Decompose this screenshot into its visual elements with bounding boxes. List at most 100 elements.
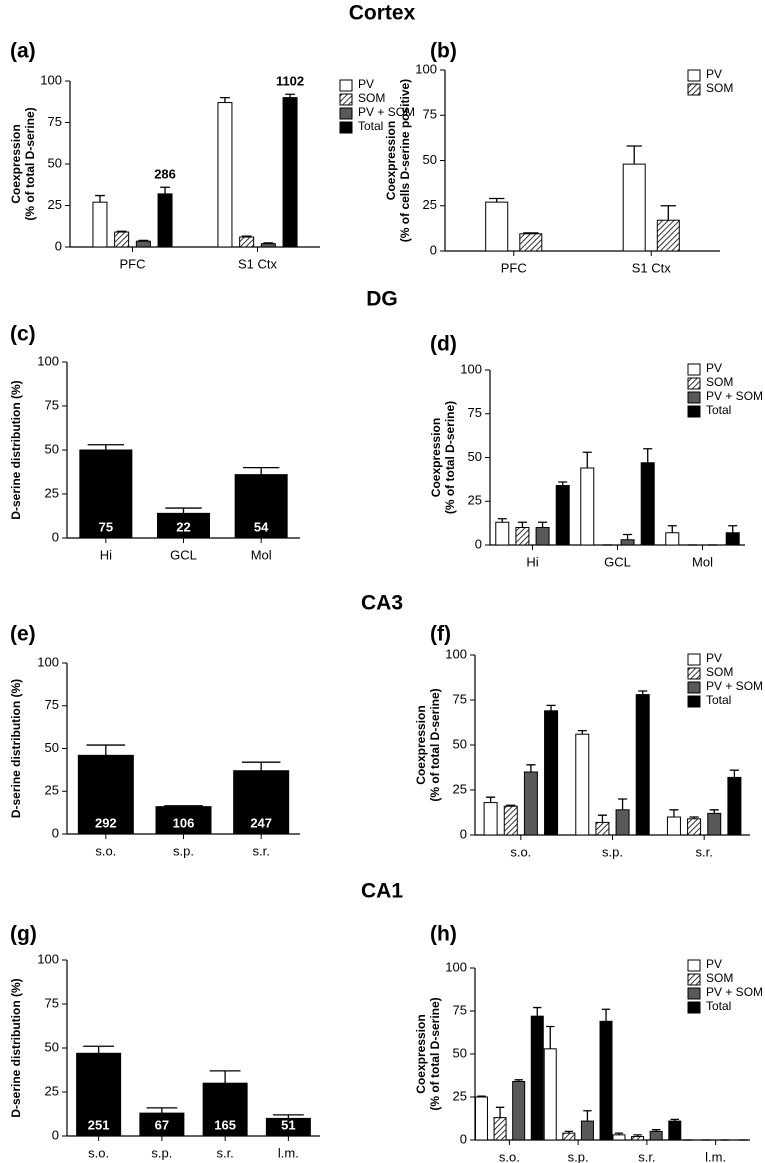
section-title: DG xyxy=(366,288,398,311)
x-tick-label: PFC xyxy=(120,256,146,271)
bar xyxy=(649,1130,663,1141)
y-axis-label: Coexpression xyxy=(429,418,443,497)
x-tick-label: Mol xyxy=(251,547,272,562)
legend-swatch xyxy=(339,107,353,120)
y-tick-label: 50 xyxy=(45,740,59,755)
bar xyxy=(157,512,210,539)
legend-swatch xyxy=(687,69,701,82)
legend-label: PV + SOM xyxy=(706,389,763,403)
error-bar xyxy=(728,525,738,533)
bar xyxy=(599,1020,613,1141)
y-tick-label: 100 xyxy=(445,959,467,974)
section-title: CA1 xyxy=(361,880,403,903)
legend-swatch xyxy=(687,681,701,694)
count-label: 51 xyxy=(281,1117,295,1132)
bar xyxy=(282,97,298,248)
error-bar xyxy=(486,796,496,803)
legend-swatch xyxy=(339,121,353,134)
x-tick-label: s.r. xyxy=(216,1145,233,1160)
legend-swatch xyxy=(687,1001,701,1014)
bar xyxy=(543,1048,557,1141)
x-tick-label: s.p. xyxy=(602,844,623,859)
y-tick-label: 0 xyxy=(460,826,467,841)
y-axis-label: (% of cells D-serine positive) xyxy=(398,79,412,242)
bar xyxy=(495,521,510,546)
bar xyxy=(234,474,288,539)
y-tick-label: 25 xyxy=(48,197,62,212)
error-bar xyxy=(597,814,607,823)
y-tick-label: 100 xyxy=(415,61,437,76)
error-bar xyxy=(146,1107,178,1114)
bar xyxy=(155,806,212,835)
section-title: Cortex xyxy=(349,2,416,25)
x-tick-label: Mol xyxy=(692,554,713,569)
y-tick-label: 100 xyxy=(460,361,482,376)
error-bar xyxy=(263,242,274,244)
x-tick-label: s.p. xyxy=(568,1149,589,1163)
x-tick-label: s.o. xyxy=(510,844,531,859)
panel-label: (e) xyxy=(10,623,36,646)
count-label: 67 xyxy=(155,1117,169,1132)
y-tick-label: 100 xyxy=(37,353,59,368)
x-tick-label: s.p. xyxy=(151,1145,172,1160)
count-label: 251 xyxy=(88,1117,110,1132)
error-bar xyxy=(514,1079,523,1082)
y-axis-label: D-serine distribution (%) xyxy=(9,679,23,818)
legend-swatch xyxy=(687,667,701,680)
y-axis-label: Coexpression xyxy=(9,124,23,203)
error-bar xyxy=(546,704,556,711)
y-tick-label: 0 xyxy=(52,529,59,544)
bar xyxy=(615,809,630,836)
y-tick-label: 50 xyxy=(468,449,482,464)
y-tick-label: 0 xyxy=(475,536,482,551)
error-bar xyxy=(660,205,676,221)
error-bar xyxy=(523,232,539,234)
bar xyxy=(485,201,509,252)
error-bar xyxy=(689,816,699,819)
error-bar xyxy=(241,235,252,238)
legend-label: SOM xyxy=(706,375,733,389)
bar xyxy=(79,449,133,539)
bar xyxy=(544,710,559,836)
count-label: 22 xyxy=(176,519,190,534)
x-tick-label: PFC xyxy=(501,260,527,275)
y-tick-label: 75 xyxy=(45,397,59,412)
error-bar xyxy=(564,1130,574,1134)
legend-label: PV xyxy=(706,361,722,375)
bar xyxy=(483,802,498,836)
error-bar xyxy=(272,1114,304,1119)
error-bar xyxy=(558,481,568,486)
y-tick-label: 0 xyxy=(430,242,437,257)
bar xyxy=(92,201,108,248)
bar xyxy=(707,812,722,836)
error-bar xyxy=(638,690,648,695)
bar xyxy=(725,532,740,546)
legend-swatch xyxy=(687,405,701,418)
legend-swatch xyxy=(687,363,701,376)
error-bar xyxy=(517,521,527,528)
count-label: 1102 xyxy=(276,74,304,89)
y-tick-label: 50 xyxy=(453,1045,467,1060)
error-bar xyxy=(729,769,739,778)
error-bar xyxy=(614,1132,624,1135)
y-tick-label: 0 xyxy=(460,1131,467,1146)
y-tick-label: 50 xyxy=(423,152,437,167)
legend-swatch xyxy=(687,973,701,986)
error-bar xyxy=(633,1134,642,1137)
legend-label: PV + SOM xyxy=(358,105,415,119)
y-tick-label: 50 xyxy=(45,1039,59,1054)
x-tick-label: l.m. xyxy=(705,1149,726,1163)
panel-label: (b) xyxy=(430,40,457,63)
error-bar xyxy=(242,466,280,475)
error-bar xyxy=(669,809,679,817)
bar xyxy=(580,467,595,546)
y-tick-label: 25 xyxy=(45,485,59,500)
y-tick-label: 25 xyxy=(453,1088,467,1103)
error-bar xyxy=(489,197,505,203)
y-axis-label: D-serine distribution (%) xyxy=(9,380,23,519)
panel-label: (a) xyxy=(10,40,36,63)
bar xyxy=(512,1081,526,1141)
bar xyxy=(562,1132,576,1141)
x-tick-label: S1 Ctx xyxy=(632,260,672,275)
